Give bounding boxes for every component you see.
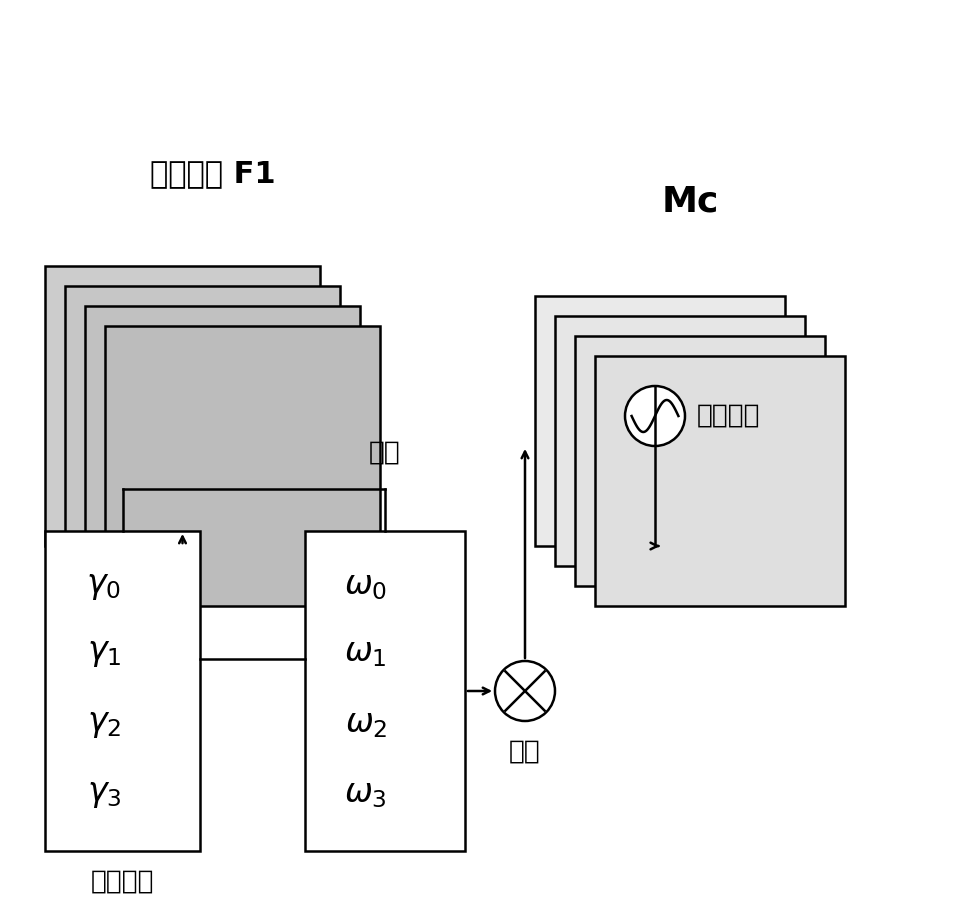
- Circle shape: [625, 386, 685, 446]
- Bar: [45, 266, 320, 546]
- Bar: [105, 326, 380, 606]
- Text: 相乘: 相乘: [509, 739, 541, 765]
- Text: 激活函数: 激活函数: [697, 403, 760, 429]
- Text: 输入特征 F1: 输入特征 F1: [150, 159, 275, 188]
- Text: $\gamma_0$: $\gamma_0$: [86, 569, 121, 602]
- Text: $\gamma_1$: $\gamma_1$: [87, 636, 121, 669]
- Bar: [595, 356, 845, 606]
- Bar: [305, 531, 465, 851]
- Text: $\omega_3$: $\omega_3$: [345, 777, 387, 810]
- Text: $\omega_2$: $\omega_2$: [345, 706, 387, 740]
- Text: Mc: Mc: [661, 184, 719, 218]
- Bar: [555, 316, 805, 566]
- Bar: [45, 531, 200, 851]
- Text: 批归一化: 批归一化: [91, 869, 155, 895]
- Bar: [65, 286, 340, 566]
- Bar: [535, 296, 785, 546]
- Bar: [575, 336, 825, 586]
- Text: $\gamma_3$: $\gamma_3$: [87, 777, 121, 810]
- Text: $\omega_0$: $\omega_0$: [344, 569, 388, 602]
- Text: 权重: 权重: [370, 440, 401, 466]
- Circle shape: [495, 661, 555, 721]
- Text: $\omega_1$: $\omega_1$: [345, 636, 387, 669]
- Text: $\gamma_2$: $\gamma_2$: [87, 706, 121, 740]
- Bar: [85, 306, 360, 586]
